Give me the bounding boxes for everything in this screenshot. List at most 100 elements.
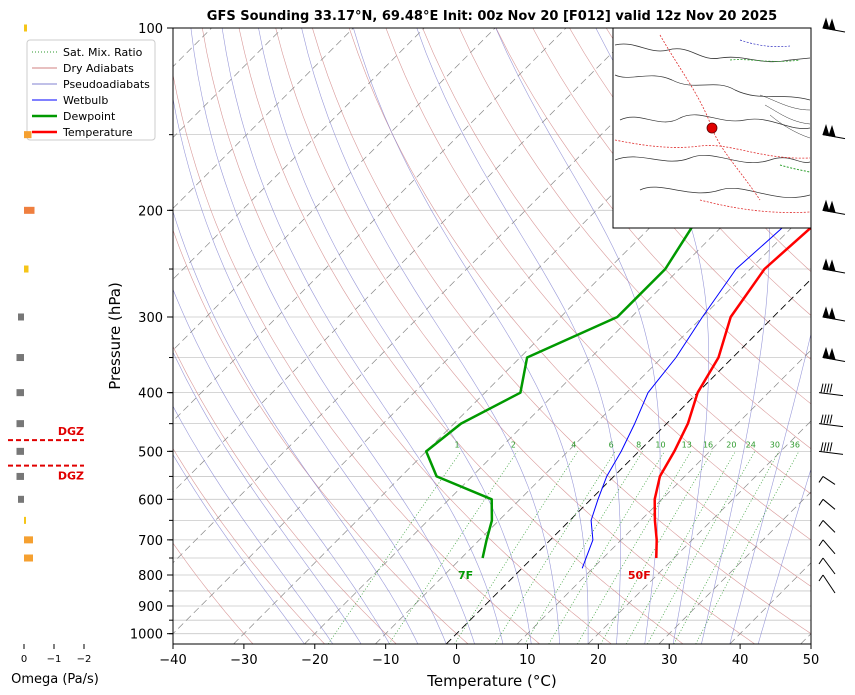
x-tick-label: 10: [519, 653, 536, 668]
mixing-ratio-line: [600, 451, 713, 644]
mixing-ratio-label: 13: [682, 440, 692, 449]
mixing-ratio-line: [647, 451, 756, 644]
y-axis-ticks: 1000 900 800 700 600 500 400 300 200 100: [130, 22, 173, 643]
mixing-ratio-label: 16: [703, 440, 713, 449]
dry-adiabat: [532, 28, 811, 360]
legend-label: Sat. Mix. Ratio: [63, 46, 143, 59]
isotherm: [587, 420, 811, 644]
dry-adiabat: [495, 28, 811, 405]
omega-bar: [24, 265, 29, 273]
x-tick-label: 30: [661, 653, 678, 668]
y-tick-label: 600: [138, 493, 163, 508]
mixing-ratio-label: 6: [609, 440, 614, 449]
mixing-ratio-label: 24: [746, 440, 756, 449]
isotherm: [445, 278, 811, 644]
dgz-label-top: DGZ: [58, 425, 84, 438]
legend-label: Pseudoadiabats: [63, 78, 150, 91]
x-tick-label: −20: [301, 653, 328, 668]
dry-adiabat: [385, 28, 811, 541]
dry-adiabat: [422, 28, 811, 495]
y-tick-label: 1000: [130, 628, 163, 643]
x-tick-label: −10: [372, 653, 399, 668]
omega-bar: [16, 420, 24, 428]
omega-bar: [24, 131, 32, 139]
x-tick-label: 50: [803, 653, 820, 668]
dry-adiabat: [459, 28, 811, 450]
x-tick-label: −30: [230, 653, 257, 668]
pseudo-adiabat: [416, 28, 621, 644]
dry-adiabat: [173, 542, 254, 644]
pseudo-adiabat: [258, 28, 532, 644]
mixing-ratio-line: [524, 451, 643, 644]
legend-label: Temperature: [62, 126, 133, 139]
chart-legend: Sat. Mix. Ratio Dry Adiabats Pseudoadiabat…: [26, 39, 156, 141]
pseudo-adiabat: [190, 28, 475, 644]
dry-adiabat: [173, 73, 540, 644]
chart-title: GFS Sounding 33.17°N, 69.48°E Init: 00z …: [207, 9, 777, 24]
pseudo-adiabat: [353, 28, 589, 644]
omega-bar: [24, 536, 33, 544]
pseudo-adiabat: [173, 96, 447, 644]
omega-panel: DGZ DGZ 0 −1 −2: [8, 24, 92, 665]
isotherm: [173, 28, 496, 351]
dry-adiabat: [827, 28, 855, 644]
pseudo-adiabats: [173, 28, 811, 644]
dry-adiabat: [275, 28, 755, 644]
pseudo-adiabat: [701, 28, 770, 644]
dry-adiabat: [348, 28, 811, 587]
legend-label: Wetbulb: [63, 94, 108, 107]
isotherm: [173, 28, 567, 422]
omega-bar: [18, 313, 24, 321]
omega-bar: [16, 354, 24, 362]
pseudo-adiabat: [729, 332, 811, 644]
dry-adiabat: [202, 28, 612, 644]
omega-bar: [24, 206, 35, 214]
y-tick-label: 800: [138, 569, 163, 584]
x-tick-label: 0: [452, 653, 460, 668]
omega-axis-label: Omega (Pa/s): [11, 672, 99, 687]
pseudo-adiabat: [173, 288, 390, 644]
mixing-ratio-line: [454, 451, 579, 644]
omega-bar: [24, 24, 27, 32]
mixing-ratio-label: 8: [636, 440, 641, 449]
mixing-ratio-label: 4: [571, 440, 576, 449]
pseudo-adiabat: [221, 28, 504, 644]
isotherm: [304, 136, 811, 644]
mixing-ratio-label: 36: [790, 440, 800, 449]
pseudo-adiabat: [495, 28, 661, 644]
wind-barbs: [810, 17, 846, 644]
dry-adiabat: [238, 28, 684, 644]
omega-bar: [24, 516, 26, 524]
omega-bar: [16, 389, 24, 397]
dry-adiabats: [173, 28, 855, 644]
mixing-ratio-line: [548, 451, 665, 644]
omega-bar: [18, 495, 24, 503]
x-tick-label: −40: [159, 653, 186, 668]
isotherm: [233, 66, 811, 644]
pressure-grid: [173, 28, 811, 635]
y-tick-label: 400: [138, 387, 163, 402]
mixing-ratio-label: 2: [511, 440, 516, 449]
pseudo-adiabat: [173, 454, 305, 644]
omega-tick-label: −2: [77, 654, 92, 665]
location-marker: [706, 122, 718, 134]
mixing-ratio-labels: 1 2 4 6 8 10 13 16 20 24 30 36: [454, 440, 799, 449]
omega-bar: [16, 447, 24, 455]
isotherm: [173, 28, 709, 564]
dry-adiabat: [173, 345, 397, 644]
surface-dewpoint-label: 7F: [458, 569, 473, 582]
mixing-ratio-label: 1: [454, 440, 459, 449]
dgz-label-bottom: DGZ: [58, 470, 84, 483]
mixing-ratio-line: [577, 451, 692, 644]
y-tick-label: 700: [138, 534, 163, 549]
isotherm: [516, 349, 811, 644]
x-tick-label: 40: [732, 653, 749, 668]
x-axis-label: Temperature (°C): [426, 672, 556, 690]
y-tick-label: 100: [138, 22, 163, 37]
omega-tick-label: −1: [47, 654, 62, 665]
omega-bar: [24, 554, 33, 562]
y-axis-label: Pressure (hPa): [106, 282, 124, 390]
skewed-isotherms: [173, 28, 811, 644]
y-tick-label: 300: [138, 311, 163, 326]
series-temperature-line: [653, 225, 811, 559]
